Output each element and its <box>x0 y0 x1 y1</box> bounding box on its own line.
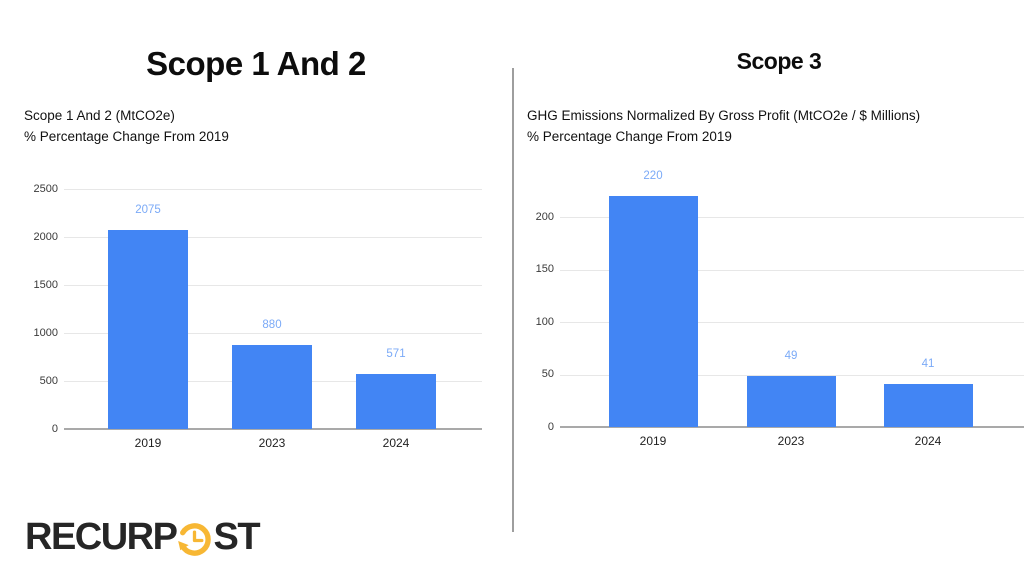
bar-value-label: 2075 <box>135 203 161 216</box>
x-axis-category-label: 2023 <box>258 436 286 450</box>
gridline <box>64 189 482 190</box>
clock-history-icon <box>178 522 212 556</box>
gridline <box>64 237 482 238</box>
y-axis-tick-label: 150 <box>535 263 554 275</box>
subtitle-line-2: % Percentage Change From 2019 <box>527 128 732 144</box>
bar-value-label: 41 <box>921 357 935 370</box>
y-axis-tick-label: 200 <box>535 210 554 223</box>
subtitle-line-1: Scope 1 And 2 (MtCO2e) <box>24 108 175 123</box>
panel-divider-line <box>512 68 514 532</box>
chart-subtitle-scope-1-2: Scope 1 And 2 (MtCO2e) % Percentage Chan… <box>24 106 229 147</box>
scope-3-panel: Scope 3 GHG Emissions Normalized By Gros… <box>512 0 1024 576</box>
gridline <box>560 217 1024 218</box>
gridline <box>560 374 1024 376</box>
x-axis-category-label: 2024 <box>382 436 410 450</box>
bar-2024 <box>356 374 436 429</box>
y-axis-tick-label: 0 <box>51 422 58 435</box>
gridline <box>64 381 482 382</box>
bar-2024 <box>883 383 973 427</box>
bar-2019 <box>108 229 188 429</box>
bar-value-label: 49 <box>784 349 798 362</box>
bar-2023 <box>232 344 312 429</box>
recurpost-logo: RECURP ST <box>25 514 261 560</box>
x-axis-category-label: 2019 <box>134 436 162 450</box>
bar-2023 <box>746 375 836 427</box>
chart-subtitle-scope-3: GHG Emissions Normalized By Gross Profit… <box>527 106 920 147</box>
x-axis-category-label: 2023 <box>777 434 805 448</box>
gridline <box>64 285 482 286</box>
y-axis-tick-label: 50 <box>541 368 554 380</box>
y-axis-tick-label: 1000 <box>33 326 58 339</box>
y-axis-tick-label: 100 <box>535 315 554 328</box>
subtitle-line-2: % Percentage Change From 2019 <box>24 128 229 144</box>
x-axis-category-label: 2024 <box>914 434 942 448</box>
chart-title-scope-3: Scope 3 <box>736 48 822 74</box>
x-axis-category-label: 2019 <box>639 434 667 448</box>
y-axis-tick-label: 0 <box>547 420 554 433</box>
subtitle-line-1: GHG Emissions Normalized By Gross Profit… <box>527 108 921 123</box>
logo-text-right: ST <box>213 516 260 558</box>
x-axis-line <box>64 428 482 430</box>
bar-value-label: 571 <box>386 348 406 361</box>
bar-value-label: 220 <box>643 170 663 182</box>
y-axis-tick-label: 500 <box>39 374 58 387</box>
bar-2019 <box>608 196 698 427</box>
y-axis-tick-label: 2500 <box>33 182 58 195</box>
gridline <box>64 333 482 334</box>
y-axis-tick-label: 2000 <box>33 230 58 243</box>
x-axis-line <box>560 426 1024 428</box>
gridline <box>560 269 1024 271</box>
bar-value-label: 880 <box>262 318 282 331</box>
logo-text-left: RECURP <box>25 516 178 558</box>
y-axis-tick-label: 1500 <box>33 278 58 291</box>
gridline <box>560 322 1024 323</box>
chart-title-scope-1-2: Scope 1 And 2 <box>146 45 366 82</box>
scope-1-2-panel: Scope 1 And 2 Scope 1 And 2 (MtCO2e) % P… <box>24 45 482 450</box>
